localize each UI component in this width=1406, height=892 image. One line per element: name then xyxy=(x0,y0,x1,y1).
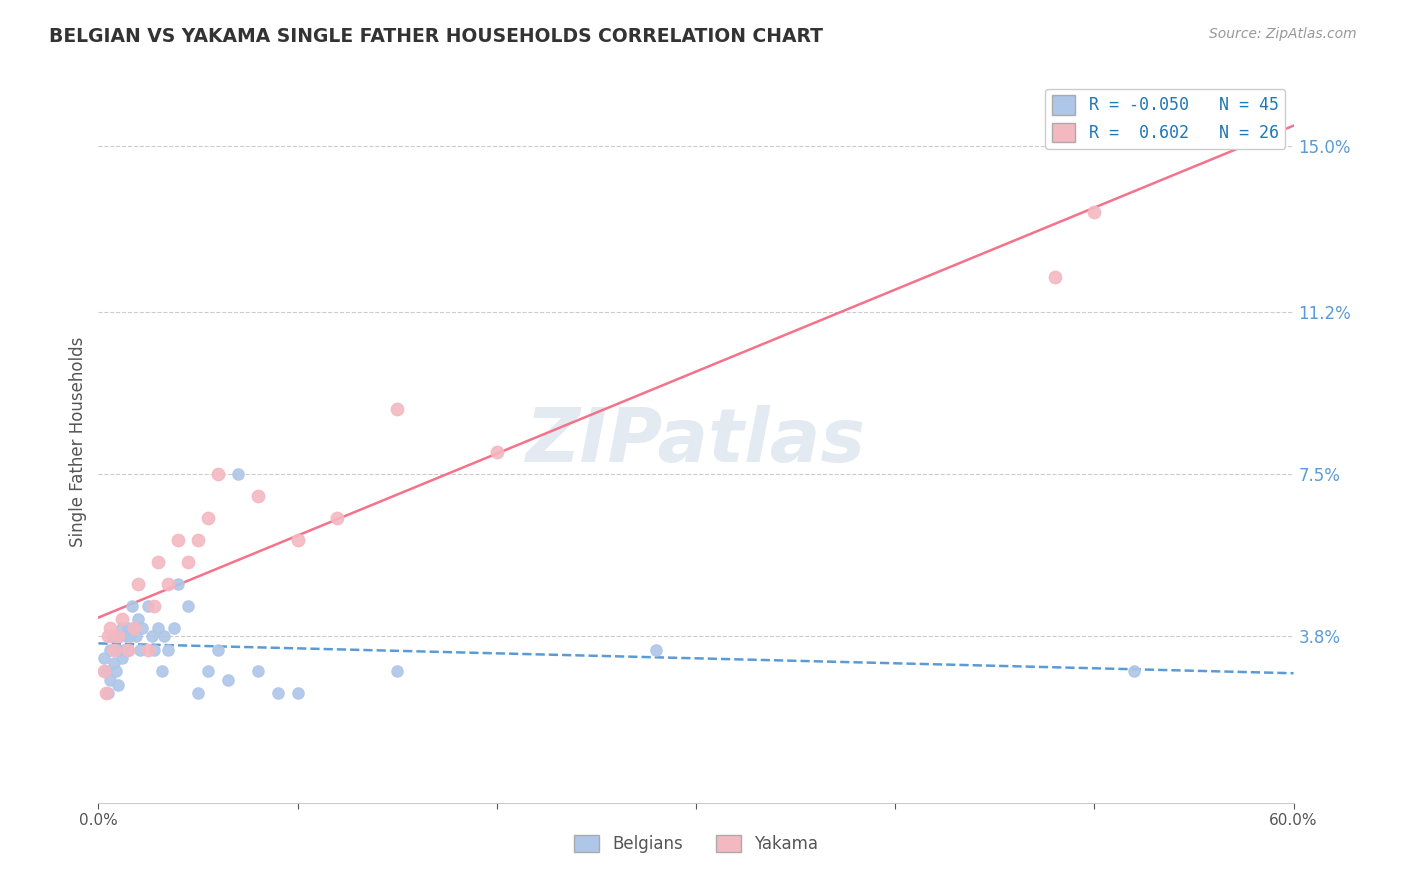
Point xyxy=(177,555,200,569)
Point xyxy=(97,629,120,643)
Point xyxy=(127,577,149,591)
Point xyxy=(129,642,152,657)
Point xyxy=(124,621,146,635)
Point xyxy=(121,599,143,613)
Point xyxy=(111,651,134,665)
Text: Source: ZipAtlas.com: Source: ZipAtlas.com xyxy=(1209,27,1357,41)
Point xyxy=(167,533,190,547)
Point xyxy=(120,629,142,643)
Point xyxy=(117,642,139,657)
Point xyxy=(98,642,122,657)
Point xyxy=(117,621,139,635)
Point xyxy=(1123,665,1146,679)
Point xyxy=(1083,204,1105,219)
Point xyxy=(98,673,122,688)
Point xyxy=(103,656,125,670)
Point xyxy=(124,621,146,635)
Point xyxy=(110,629,132,643)
Point xyxy=(287,686,309,700)
Point xyxy=(157,577,180,591)
Point xyxy=(96,665,118,679)
Point xyxy=(177,599,200,613)
Point xyxy=(246,489,269,503)
Point xyxy=(226,467,249,482)
Point xyxy=(485,445,508,459)
Point xyxy=(287,533,309,547)
Point xyxy=(98,621,122,635)
Point xyxy=(197,511,219,525)
Point xyxy=(141,629,163,643)
Point xyxy=(107,642,129,657)
Point xyxy=(148,555,170,569)
Point xyxy=(207,642,229,657)
Point xyxy=(267,686,290,700)
Y-axis label: Single Father Households: Single Father Households xyxy=(69,336,87,547)
Point xyxy=(1043,270,1066,285)
Point xyxy=(117,642,139,657)
Point xyxy=(111,612,134,626)
Point xyxy=(153,629,176,643)
Text: BELGIAN VS YAKAMA SINGLE FATHER HOUSEHOLDS CORRELATION CHART: BELGIAN VS YAKAMA SINGLE FATHER HOUSEHOL… xyxy=(49,27,823,45)
Point xyxy=(197,665,219,679)
Point xyxy=(246,665,269,679)
Text: ZIPatlas: ZIPatlas xyxy=(526,405,866,478)
Point xyxy=(111,621,134,635)
Point xyxy=(385,665,409,679)
Point xyxy=(96,686,118,700)
Point xyxy=(93,665,115,679)
Point xyxy=(131,621,153,635)
Point xyxy=(125,629,148,643)
Point xyxy=(167,577,190,591)
Point xyxy=(150,665,173,679)
Point xyxy=(385,401,409,416)
Point xyxy=(93,651,115,665)
Point xyxy=(645,642,668,657)
Point xyxy=(105,665,128,679)
Point xyxy=(107,629,129,643)
Point xyxy=(148,621,170,635)
Point xyxy=(326,511,349,525)
Point xyxy=(157,642,180,657)
Point xyxy=(207,467,229,482)
Point xyxy=(136,599,159,613)
Point xyxy=(217,673,239,688)
Point xyxy=(187,686,209,700)
Point xyxy=(115,629,138,643)
Legend: Belgians, Yakama: Belgians, Yakama xyxy=(567,828,825,860)
Point xyxy=(163,621,186,635)
Point xyxy=(187,533,209,547)
Point xyxy=(97,686,120,700)
Point xyxy=(107,677,129,691)
Point xyxy=(143,642,166,657)
Point xyxy=(112,642,135,657)
Point xyxy=(143,599,166,613)
Point xyxy=(101,629,124,643)
Point xyxy=(127,612,149,626)
Point xyxy=(136,642,159,657)
Point xyxy=(103,642,125,657)
